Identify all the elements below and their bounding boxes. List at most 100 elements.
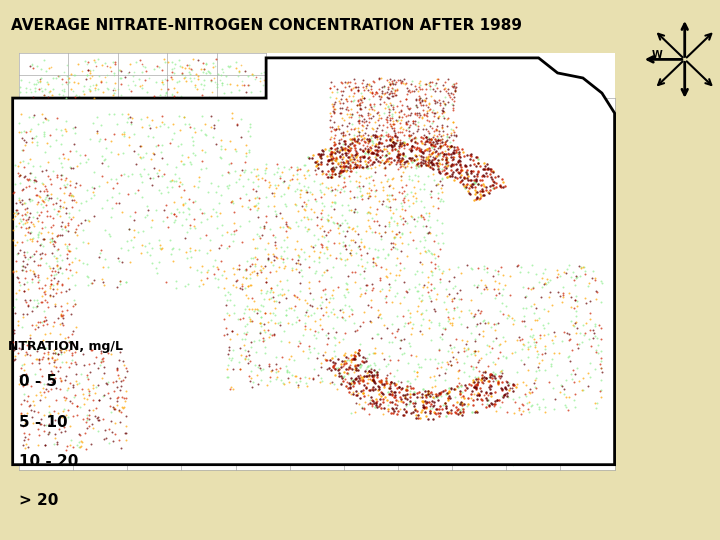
Point [449, 86, 461, 95]
Point [24, 209, 35, 218]
Point [165, 324, 176, 333]
Point [398, 349, 410, 358]
Point [323, 167, 334, 176]
Point [26, 259, 37, 268]
Point [330, 456, 342, 465]
Point [72, 402, 84, 411]
Point [408, 399, 419, 407]
Point [408, 402, 420, 410]
Point [108, 129, 120, 138]
Point [44, 174, 55, 183]
Point [480, 296, 492, 305]
Point [515, 357, 526, 366]
Point [208, 270, 220, 279]
Point [81, 410, 92, 419]
Point [345, 339, 356, 347]
Point [377, 132, 389, 140]
Point [343, 82, 355, 90]
Point [436, 160, 447, 168]
Point [490, 140, 501, 149]
Point [528, 195, 539, 204]
Point [447, 126, 459, 134]
Point [134, 239, 145, 248]
Point [426, 140, 437, 149]
Point [206, 160, 217, 168]
Point [494, 448, 505, 457]
Point [578, 331, 590, 340]
Point [485, 185, 496, 194]
Point [364, 219, 375, 227]
Point [105, 350, 117, 359]
Point [274, 172, 286, 180]
Point [374, 138, 385, 147]
Point [379, 89, 390, 98]
Point [438, 107, 450, 116]
Point [235, 284, 246, 292]
Point [464, 190, 475, 198]
Point [469, 408, 480, 417]
Point [194, 201, 206, 210]
Point [356, 192, 367, 201]
Point [535, 104, 546, 113]
Point [523, 165, 534, 173]
Point [492, 171, 504, 180]
Point [23, 149, 35, 158]
Point [360, 286, 372, 294]
Point [110, 294, 122, 303]
Point [51, 113, 63, 122]
Point [57, 150, 68, 158]
Point [364, 156, 376, 165]
Point [197, 166, 209, 174]
Point [403, 426, 415, 434]
Point [276, 170, 287, 179]
Point [86, 440, 97, 448]
Point [386, 146, 397, 155]
Point [391, 145, 402, 154]
Point [548, 434, 559, 443]
Point [456, 398, 467, 407]
Point [412, 370, 423, 379]
Point [582, 302, 594, 311]
Point [272, 209, 284, 218]
Point [89, 155, 101, 164]
Point [182, 278, 194, 286]
Point [210, 394, 221, 403]
Point [501, 155, 513, 164]
Point [481, 341, 492, 349]
Point [354, 346, 365, 354]
Point [441, 364, 452, 373]
Point [528, 386, 539, 394]
Point [478, 316, 490, 325]
Point [51, 261, 63, 269]
Point [583, 292, 595, 301]
Point [463, 295, 474, 303]
Point [254, 307, 266, 316]
Point [185, 194, 197, 203]
Point [314, 378, 325, 387]
Point [352, 83, 364, 91]
Point [500, 232, 512, 240]
Point [46, 318, 58, 326]
Point [35, 377, 46, 386]
Point [121, 278, 132, 286]
Point [334, 388, 346, 396]
Point [325, 308, 336, 316]
Point [183, 138, 194, 147]
Point [9, 303, 20, 312]
Point [182, 447, 194, 455]
Point [221, 139, 233, 147]
Point [405, 136, 417, 145]
Point [420, 184, 432, 193]
Point [358, 153, 369, 161]
Point [353, 100, 364, 109]
Point [209, 62, 220, 70]
Point [338, 321, 349, 329]
Point [239, 222, 251, 231]
Point [360, 160, 372, 168]
Point [108, 69, 120, 77]
Point [523, 194, 534, 203]
Point [447, 153, 459, 162]
Point [145, 282, 156, 291]
Point [325, 186, 337, 195]
Point [50, 238, 61, 247]
